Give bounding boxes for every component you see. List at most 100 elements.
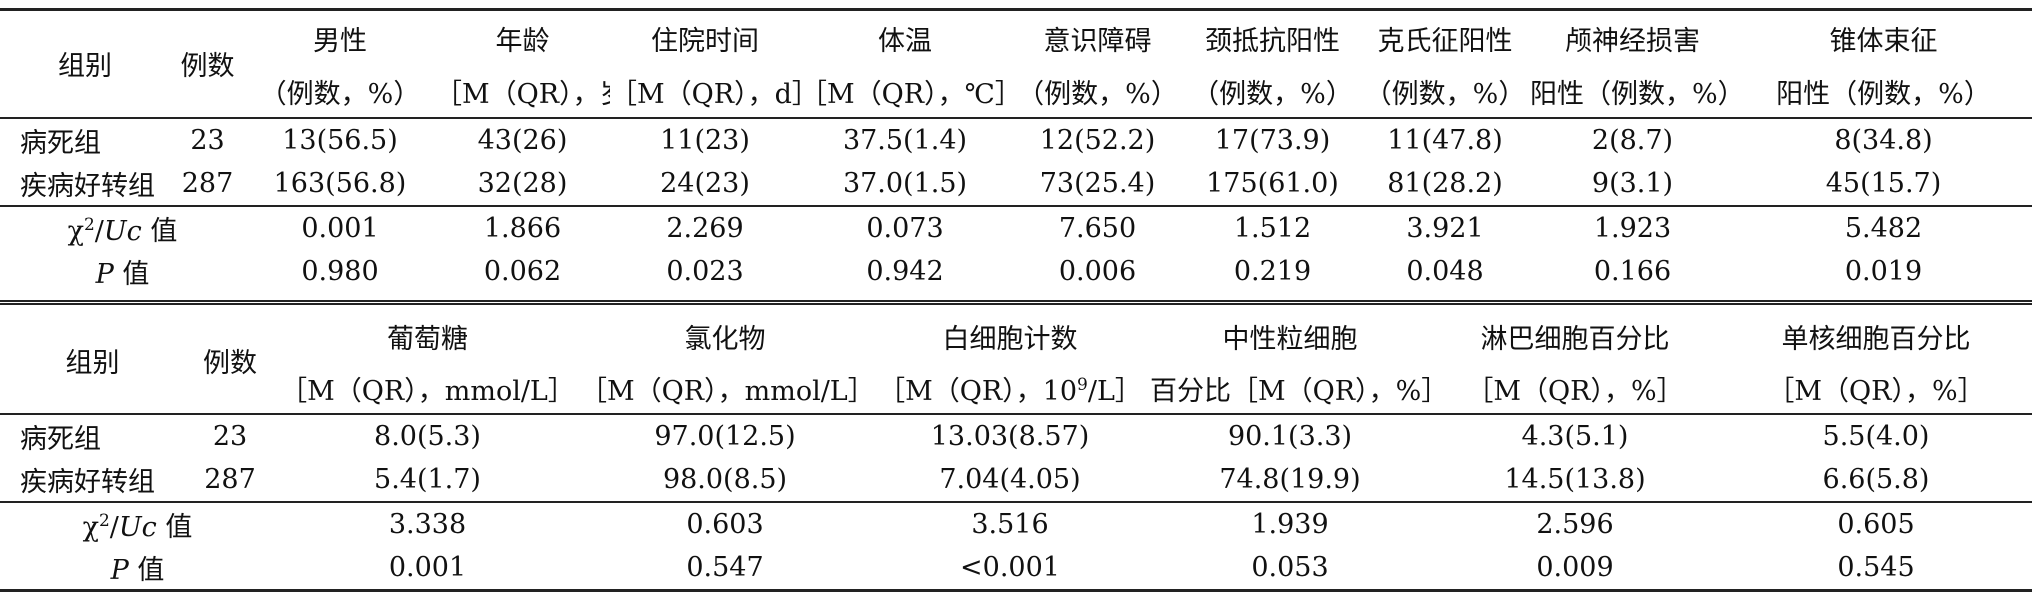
- stat-label-text: 值: [165, 512, 193, 543]
- table2-header-row-2: ［M（QR），mmol/L］ ［M（QR），mmol/L］ ［M（QR），109…: [0, 364, 2032, 414]
- value-cell: 5.5(4.0): [1822, 421, 1930, 452]
- slash-symbol: /: [94, 215, 104, 247]
- column-subheader: ［M（QR），℃］: [800, 78, 1010, 110]
- column-header: 颅神经损害: [1565, 25, 1700, 57]
- value-cell: 2(8.7): [1591, 124, 1674, 156]
- stat-row: χ2/Uc 值 0.001 1.866 2.269 0.073 7.650 1.…: [0, 205, 2032, 250]
- value-cell: 37.5(1.4): [842, 124, 968, 156]
- group-name: 病死组: [20, 127, 101, 159]
- slash-symbol: /: [109, 512, 119, 543]
- value-cell: 90.1(3.3): [1227, 421, 1353, 452]
- p-value: 0.980: [301, 256, 379, 287]
- value-cell: 8.0(5.3): [374, 421, 481, 452]
- column-header: 葡萄糖: [387, 323, 468, 355]
- p-value: 0.053: [1251, 551, 1329, 583]
- comparison-table-clinical: 组别 例数 男性 年龄 住院时间 体温 意识障碍 颈抵抗阳性 克氏征阳性 颅神经…: [0, 8, 2032, 294]
- value-cell: 6.6(5.8): [1822, 464, 1930, 495]
- stat-value: 0.001: [301, 212, 379, 244]
- value-cell: 14.5(13.8): [1504, 464, 1646, 495]
- value-cell: 74.8(19.9): [1219, 464, 1361, 495]
- stat-value: 1.923: [1593, 212, 1672, 244]
- value-cell: 11(47.8): [1387, 124, 1503, 156]
- value-cell: 32(28): [477, 167, 568, 199]
- stat-value: 0.603: [686, 509, 764, 540]
- column-subheader: ［M（QR），%］: [1466, 376, 1684, 407]
- value-cell: 13.03(8.57): [930, 421, 1090, 452]
- subheader-text: ［M（QR），10: [878, 376, 1078, 407]
- column-subheader: 百分比［M（QR），%］: [1150, 376, 1430, 407]
- stat-value: 3.921: [1406, 212, 1484, 244]
- column-header: 颈抵抗阳性: [1205, 25, 1340, 57]
- p-value: 0.023: [666, 256, 744, 287]
- value-cell: 4.3(5.1): [1521, 421, 1629, 452]
- column-header: 克氏征阳性: [1377, 25, 1513, 57]
- comparison-table-csf: 组别 例数 葡萄糖 氯化物 白细胞计数 中性粒细胞 淋巴细胞百分比 单核细胞百分…: [0, 308, 2032, 592]
- table1-header-row-1: 组别 例数 男性 年龄 住院时间 体温 意识障碍 颈抵抗阳性 克氏征阳性 颅神经…: [0, 9, 2032, 82]
- table1-header-row-2: （例数，%） ［M（QR），岁］ ［M（QR），d］ ［M（QR），℃］ （例数…: [0, 66, 2032, 118]
- count-header: 例数: [203, 348, 257, 379]
- group-name: 疾病好转组: [20, 170, 155, 202]
- p-label-text: 值: [137, 554, 165, 586]
- column-subheader: ［M（QR），岁］: [435, 78, 610, 110]
- value-cell: 5.4(1.7): [374, 464, 481, 495]
- p-value: 0.006: [1058, 256, 1137, 287]
- subheader-text: /L］: [1087, 376, 1142, 407]
- p-value-row: P 值 0.980 0.062 0.023 0.942 0.006 0.219 …: [0, 250, 2032, 294]
- chi-superscript: 2: [83, 214, 95, 235]
- p-value: 0.062: [483, 256, 562, 287]
- column-header: 男性: [313, 25, 367, 57]
- group-header: 组别: [58, 51, 112, 83]
- stat-value: 2.596: [1536, 509, 1614, 540]
- chi-symbol: χ: [67, 215, 84, 247]
- p-value: 0.001: [388, 551, 467, 583]
- group-header: 组别: [65, 348, 120, 379]
- p-value: 0.166: [1593, 256, 1672, 287]
- p-value: 0.048: [1406, 256, 1484, 287]
- p-label: P 值: [0, 250, 245, 294]
- stat-value: 0.605: [1837, 509, 1915, 540]
- p-value: 0.547: [686, 551, 764, 583]
- column-subheader: ［M（QR），mmol/L］: [580, 376, 870, 407]
- group-name: 疾病好转组: [20, 467, 155, 498]
- chi-superscript: 2: [98, 511, 110, 531]
- p-value-row: P 值 0.001 0.547 <0.001 0.053 0.009 0.545: [0, 546, 2032, 590]
- table-row: 疾病好转组 287 163(56.8) 32(28) 24(23) 37.0(1…: [0, 162, 2032, 206]
- column-header: 意识障碍: [1043, 25, 1152, 57]
- column-header: 淋巴细胞百分比: [1480, 323, 1670, 355]
- column-subheader: 阳性（例数，%）: [1530, 78, 1735, 110]
- count-cell: 23: [190, 124, 225, 156]
- count-cell: 23: [212, 421, 248, 452]
- column-subheader: 阳性（例数，%）: [1776, 78, 1991, 110]
- column-header: 住院时间: [651, 25, 759, 57]
- column-subheader: （例数，%）: [1364, 78, 1526, 110]
- stat-value: 5.482: [1844, 212, 1923, 244]
- table2-header-row-1: 组别 例数 葡萄糖 氯化物 白细胞计数 中性粒细胞 淋巴细胞百分比 单核细胞百分…: [0, 308, 2032, 380]
- p-value: 0.219: [1233, 256, 1312, 287]
- stat-value: 1.512: [1233, 212, 1312, 244]
- value-cell: 13(56.5): [282, 124, 398, 156]
- p-value: 0.942: [866, 256, 944, 287]
- p-label: P 值: [0, 546, 275, 590]
- value-cell: 73(25.4): [1039, 167, 1156, 199]
- value-cell: 98.0(8.5): [662, 464, 788, 495]
- value-cell: 45(15.7): [1825, 167, 1942, 199]
- stat-row: χ2/Uc 值 3.338 0.603 3.516 1.939 2.596 0.…: [0, 502, 2032, 546]
- column-subheader: （例数，%）: [259, 78, 421, 110]
- stat-value: 1.866: [483, 212, 562, 244]
- group-name: 病死组: [20, 424, 101, 455]
- value-cell: 81(28.2): [1387, 167, 1503, 199]
- value-cell: 37.0(1.5): [842, 167, 968, 199]
- column-subheader: ［M（QR），d］: [610, 78, 800, 110]
- value-cell: 11(23): [660, 124, 750, 156]
- stat-value: 0.073: [866, 212, 944, 244]
- p-value: 0.009: [1536, 551, 1614, 583]
- column-subheader: ［M（QR），mmol/L］: [280, 376, 575, 407]
- table-row: 病死组 23 13(56.5) 43(26) 11(23) 37.5(1.4) …: [0, 117, 2032, 162]
- value-cell: 12(52.2): [1039, 124, 1156, 156]
- column-header: 年龄: [495, 25, 550, 57]
- stat-label: χ2/Uc 值: [0, 206, 245, 250]
- value-cell: 7.04(4.05): [939, 464, 1081, 495]
- column-subheader: （例数，%）: [1192, 78, 1353, 110]
- stat-label: χ2/Uc 值: [0, 502, 275, 546]
